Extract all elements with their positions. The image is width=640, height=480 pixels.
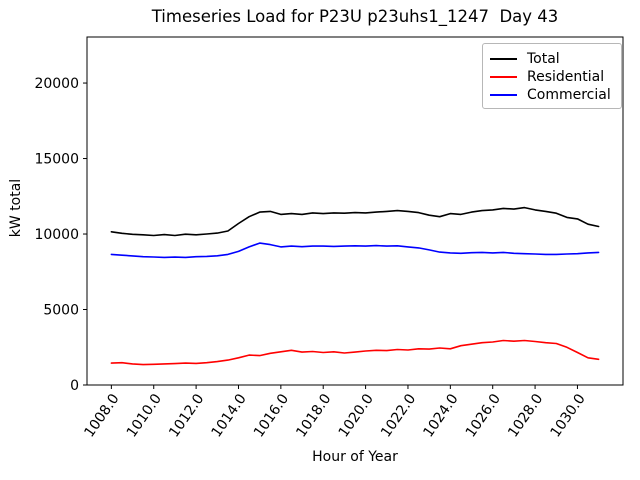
x-tick-label: 1008.0: [81, 391, 122, 440]
x-axis-label: Hour of Year: [312, 449, 398, 465]
x-tick-label: 1016.0: [251, 391, 292, 440]
legend-entry-commercial: Commercial: [490, 86, 613, 104]
x-tick-label: 1028.0: [505, 391, 546, 440]
legend-entry-total: Total: [490, 50, 613, 68]
y-tick-label: 5000: [43, 303, 79, 319]
x-tick-label: 1012.0: [166, 391, 207, 440]
x-tick-label: 1022.0: [378, 391, 419, 440]
chart-title: Timeseries Load for P23U p23uhs1_1247 Da…: [151, 7, 559, 26]
legend-line-commercial-swatch: [490, 94, 517, 96]
x-tick-label: 1020.0: [336, 391, 377, 440]
legend-line-total-swatch: [490, 58, 517, 60]
y-tick-label: 0: [70, 378, 79, 394]
x-tick-label: 1014.0: [209, 391, 250, 440]
legend-label-residential: Residential: [527, 69, 605, 85]
series-line-commercial: [110, 242, 600, 259]
y-tick-label: 15000: [34, 152, 79, 168]
y-axis-label: kW total: [8, 178, 24, 238]
y-tick-label: 20000: [34, 76, 79, 92]
axes-frame: [86, 36, 624, 386]
series-line-total: [110, 206, 600, 237]
series-line-residential: [110, 339, 600, 366]
legend-label-total: Total: [527, 51, 560, 67]
x-tick-label: 1024.0: [420, 391, 461, 440]
x-tick-label: 1010.0: [124, 391, 165, 440]
legend-entry-residential: Residential: [490, 68, 613, 86]
x-tick-label: 1030.0: [548, 391, 589, 440]
y-tick-label: 10000: [34, 227, 79, 243]
legend-line-residential-swatch: [490, 76, 517, 78]
x-tick-label: 1018.0: [293, 391, 334, 440]
x-tick-label: 1026.0: [463, 391, 504, 440]
legend-label-commercial: Commercial: [527, 87, 611, 103]
legend: Total Residential Commercial: [482, 43, 622, 109]
